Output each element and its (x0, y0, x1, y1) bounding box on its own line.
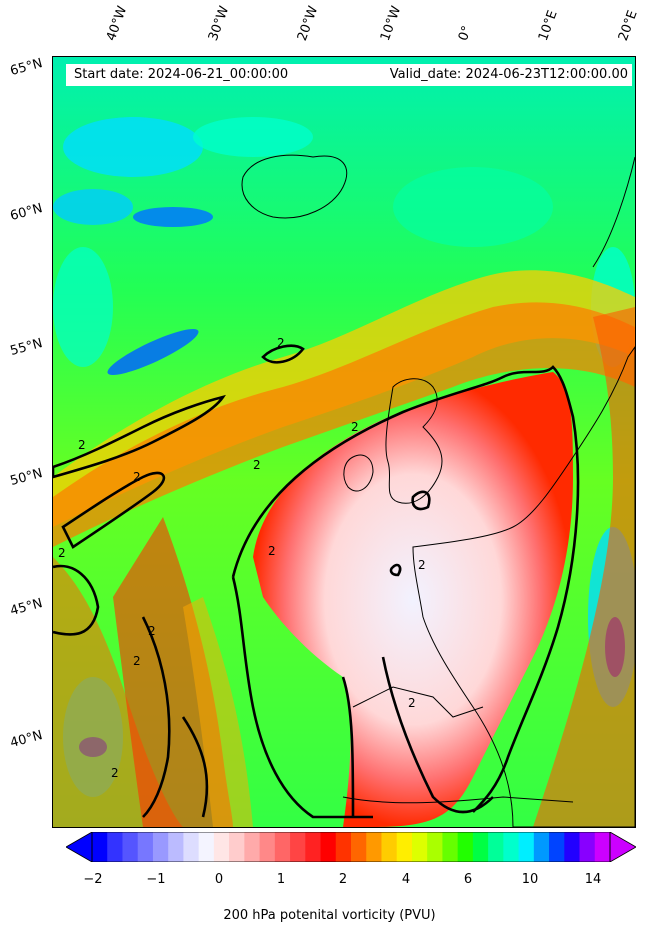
date-header: Start date: 2024-06-21_00:00:00 Valid_da… (66, 64, 632, 86)
colorbar-segment (152, 832, 169, 862)
colorbar-segment (305, 832, 322, 862)
contour-label: 2 (277, 336, 285, 350)
colorbar-segment (472, 832, 489, 862)
colorbar-segment (488, 832, 504, 862)
colorbar (66, 832, 636, 862)
colorbar-segment (427, 832, 443, 862)
colorbar-segment (564, 832, 581, 862)
colorbar-segment (183, 832, 200, 862)
colorbar-segment (549, 832, 565, 862)
coastlines (241, 154, 635, 827)
colorbar-tick: 4 (401, 872, 411, 887)
lat-label: 50°N (8, 466, 45, 489)
high-pv-band (53, 270, 635, 827)
colorbar-segment (137, 832, 154, 862)
lon-label: 0° (455, 23, 476, 43)
colorbar-min-extend (66, 832, 93, 862)
colorbar-segment (411, 832, 428, 862)
contour-label: 2 (268, 544, 276, 558)
contour-label: 2 (408, 696, 416, 710)
contour-label: 2 (111, 766, 119, 780)
colorbar-segment (518, 832, 535, 862)
lat-label: 55°N (8, 336, 45, 359)
pv-field-map: 2 2 2 2 2 2 2 2 2 2 2 2 (53, 57, 635, 827)
pv-2-contours (53, 344, 580, 819)
lon-label: 30°W (205, 4, 233, 43)
lon-label: 20°E (615, 8, 641, 44)
colorbar-segment (381, 832, 398, 862)
colorbar-segment (351, 832, 367, 862)
colorbar-tick: 6 (463, 872, 473, 887)
start-date-text: Start date: 2024-06-21_00:00:00 (74, 67, 289, 82)
colorbar-tick: 0 (214, 872, 224, 887)
colorbar-segment (366, 832, 382, 862)
pv-anticyclone-core (253, 372, 573, 827)
colorbar-outline (91, 832, 611, 862)
lon-label: 10°W (377, 4, 405, 43)
colorbar-segment (244, 832, 261, 862)
colorbar-segment (533, 832, 550, 862)
contour-label: 2 (418, 558, 426, 572)
contour-label: 2 (148, 624, 156, 638)
colorbar-tick: −2 (83, 872, 103, 887)
colorbar-segment (335, 832, 352, 862)
colorbar-segment (457, 832, 474, 862)
contour-label: 2 (253, 458, 261, 472)
colorbar-segment (320, 832, 337, 862)
lon-label: 10°E (535, 8, 561, 44)
colorbar-label: 200 hPa potenital vorticity (PVU) (223, 908, 436, 923)
valid-date-text: Valid_date: 2024-06-23T12:00:00.00 (389, 67, 628, 82)
contour-label: 2 (133, 470, 141, 484)
colorbar-segment (396, 832, 413, 862)
colorbar-segment (92, 832, 108, 862)
colorbar-tick: 1 (276, 872, 286, 887)
colorbar-segment (168, 832, 184, 862)
lat-label: 45°N (8, 596, 45, 619)
colorbar-segment (594, 832, 611, 862)
lat-label: 60°N (8, 201, 45, 224)
colorbar-segment (579, 832, 596, 862)
colorbar-segment (229, 832, 245, 862)
colorbar-tick: 10 (521, 872, 539, 887)
contour-labels: 2 2 2 2 2 2 2 2 2 2 2 2 (58, 336, 426, 780)
colorbar-segment (198, 832, 215, 862)
colorbar-segment (259, 832, 276, 862)
colorbar-segment (122, 832, 139, 862)
colorbar-segment (290, 832, 306, 862)
lon-label: 40°W (103, 4, 131, 43)
contour-label: 2 (78, 438, 86, 452)
colorbar-max-extend (609, 832, 636, 862)
colorbar-segment (503, 832, 520, 862)
lon-label: 20°W (294, 4, 322, 43)
colorbar-tick: 14 (584, 872, 602, 887)
lat-label: 40°N (8, 728, 45, 751)
contour-label: 2 (133, 654, 141, 668)
lat-label: 65°N (8, 56, 45, 79)
colorbar-segment (107, 832, 123, 862)
colorbar-tick: −1 (146, 872, 166, 887)
contour-label: 2 (58, 546, 66, 560)
colorbar-segment (274, 832, 291, 862)
colorbar-segment (213, 832, 230, 862)
map-canvas[interactable]: 2 2 2 2 2 2 2 2 2 2 2 2 (52, 56, 636, 828)
contour-label: 2 (351, 420, 359, 434)
colorbar-segment (442, 832, 459, 862)
colorbar-tick: 2 (338, 872, 348, 887)
